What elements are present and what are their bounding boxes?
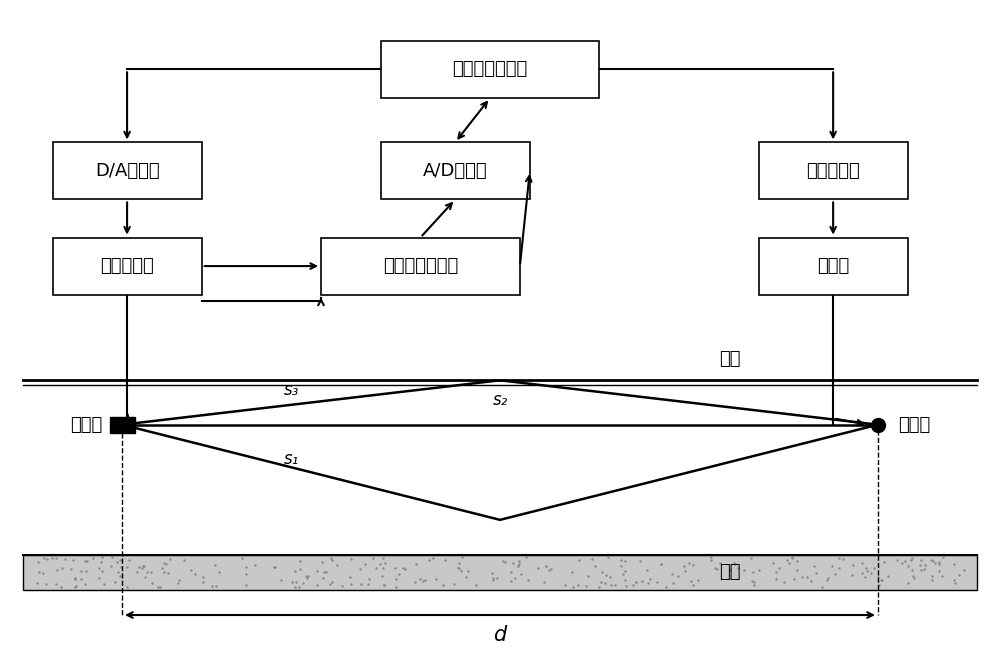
Text: s₂: s₂ (492, 391, 508, 409)
Text: 水听器: 水听器 (898, 416, 930, 434)
FancyBboxPatch shape (381, 142, 530, 200)
FancyBboxPatch shape (321, 237, 520, 294)
Text: 电流电压取样器: 电流电压取样器 (383, 257, 458, 275)
Text: D/A变换器: D/A变换器 (95, 162, 159, 180)
Text: 前置放大器: 前置放大器 (806, 162, 860, 180)
Bar (23, 554, 977, 590)
Text: 发射器: 发射器 (70, 416, 102, 434)
Text: s₃: s₃ (284, 382, 299, 399)
Text: 功率放大器: 功率放大器 (100, 257, 154, 275)
Text: 水面: 水面 (719, 350, 740, 368)
Text: 滤波器: 滤波器 (817, 257, 849, 275)
FancyBboxPatch shape (53, 237, 202, 294)
FancyBboxPatch shape (759, 237, 908, 294)
FancyBboxPatch shape (53, 142, 202, 200)
Text: 计算机控制系统: 计算机控制系统 (452, 60, 528, 79)
Text: d: d (493, 625, 507, 645)
FancyBboxPatch shape (381, 41, 599, 98)
Text: A/D变换器: A/D变换器 (423, 162, 488, 180)
Bar (110, 417, 135, 433)
Text: s₁: s₁ (284, 450, 299, 468)
FancyBboxPatch shape (759, 142, 908, 200)
Text: 水底: 水底 (719, 563, 740, 581)
